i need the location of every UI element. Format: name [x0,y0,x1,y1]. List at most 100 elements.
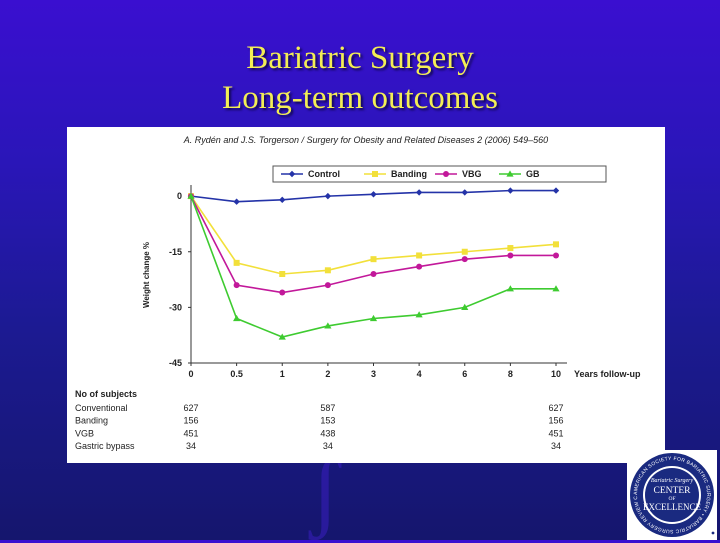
data-point-banding [416,252,423,259]
data-point-vbg [370,271,377,277]
subjects-cell: 627 [183,403,198,413]
seal-line-2: CENTER [654,486,692,496]
seal-line-3: OF [668,496,675,502]
data-point-vbg [416,263,423,270]
series-banding [188,193,559,277]
x-tick-label: 6 [462,369,467,379]
y-tick-label: -15 [169,247,182,257]
x-tick-label: 2 [325,369,330,379]
subjects-row: VGB 451 438 451 [75,428,564,438]
x-tick-label: 8 [508,369,513,379]
legend-marker-gb [506,170,514,177]
subjects-cell: 156 [548,416,563,426]
legend-item-gb: GB [499,169,540,179]
subjects-row-label: Gastric bypass [75,441,135,451]
data-point-gb [552,285,560,292]
data-point-gb [278,333,286,340]
subjects-cell: 451 [183,428,198,438]
data-point-gb [461,303,469,310]
data-point-control [233,198,240,205]
subjects-cell: 438 [320,428,335,438]
data-point-control [552,187,560,194]
subjects-cell: 153 [320,416,335,426]
subjects-row: Gastric bypass 34 34 34 [75,441,561,451]
series-control [187,187,560,205]
series-group [187,187,560,340]
axis-ticks: 0 0.5 1 2 3 4 6 8 10 0 -15 -30 -45 [169,191,561,379]
x-tick-label: 3 [371,369,376,379]
series-vbg [188,193,559,296]
subjects-row-label: Conventional [75,403,128,413]
subjects-row-label: Banding [75,416,108,426]
subjects-cell: 451 [548,428,563,438]
y-axis-label: Weight change % [142,242,151,308]
data-point-banding [461,248,468,255]
y-tick-label: -45 [169,358,182,368]
data-point-vbg [461,256,468,263]
data-point-gb [187,192,195,199]
data-point-vbg [553,252,559,259]
data-point-banding [370,256,377,263]
data-point-vbg [507,252,514,259]
data-point-banding [324,267,331,274]
data-point-control [507,187,514,194]
slide-title: Bariatric Surgery Long-term outcomes [0,38,720,118]
subjects-cell: 34 [323,441,333,451]
data-point-control [279,196,286,204]
x-tick-label: 0 [188,369,193,379]
subjects-cell: 34 [186,441,196,451]
x-axis-label: Years follow-up [574,369,641,379]
subjects-row: Banding 156 153 156 [75,416,564,426]
subjects-table: No of subjects Conventional 627 587 627 Band… [75,389,564,451]
legend-marker-vbg [443,171,449,177]
center-of-excellence-seal: AMERICAN SOCIETY FOR BARIATRIC SURGERY •… [627,450,717,540]
subjects-table-header: No of subjects [75,389,137,399]
slide-title-line-2: Long-term outcomes [222,80,498,116]
subjects-row: Conventional 627 587 627 [75,403,564,413]
series-line-vbg [190,195,556,294]
chart-axes: Weight change % Years follow-up [142,185,641,379]
subjects-cell: 34 [551,441,561,451]
legend-label-control: Control [308,169,340,179]
x-tick-label: 1 [280,369,285,379]
data-point-banding [233,259,240,266]
subjects-cell: 627 [548,403,563,413]
y-tick-label: 0 [177,191,182,201]
data-point-gb [369,314,378,322]
subjects-cell: 156 [183,416,198,426]
legend-label-banding: Banding [391,169,427,179]
data-point-vbg [324,282,331,289]
legend-label-vbg: VBG [462,169,482,179]
subjects-row-label: VGB [75,428,94,438]
data-point-control [461,189,468,196]
y-tick-label: -30 [169,302,182,312]
data-point-vbg [233,282,240,289]
data-point-control [415,189,423,196]
chart-figure: A. Rydén and J.S. Torgerson / Surgery fo… [67,127,665,463]
weight-change-chart: A. Rydén and J.S. Torgerson / Surgery fo… [75,135,641,451]
data-point-vbg [279,289,286,296]
legend-marker-banding [372,171,378,177]
data-point-banding [279,271,286,277]
data-point-gb [506,285,514,292]
data-point-control [370,191,377,198]
data-point-gb [233,314,241,322]
seal-line-4: EXCELLENCE [643,502,701,512]
legend-marker-control [288,170,296,178]
data-point-banding [507,245,514,252]
series-line-banding [190,195,557,275]
series-gb [187,192,560,340]
data-point-banding [553,241,559,248]
subjects-cell: 587 [320,403,335,413]
legend-label-gb: GB [526,169,540,179]
data-point-control [324,192,332,200]
data-point-gb [415,311,423,318]
legend-item-vbg: VBG [435,169,482,179]
x-tick-label: 0.5 [230,369,243,379]
slide-title-line-1: Bariatric Surgery [246,40,474,76]
citation-text: A. Rydén and J.S. Torgerson / Surgery fo… [183,135,548,145]
x-tick-label: 10 [551,369,561,379]
seal-icon: AMERICAN SOCIETY FOR BARIATRIC SURGERY •… [627,450,715,537]
legend-item-control: Control [281,169,340,179]
data-point-gb [324,322,332,329]
